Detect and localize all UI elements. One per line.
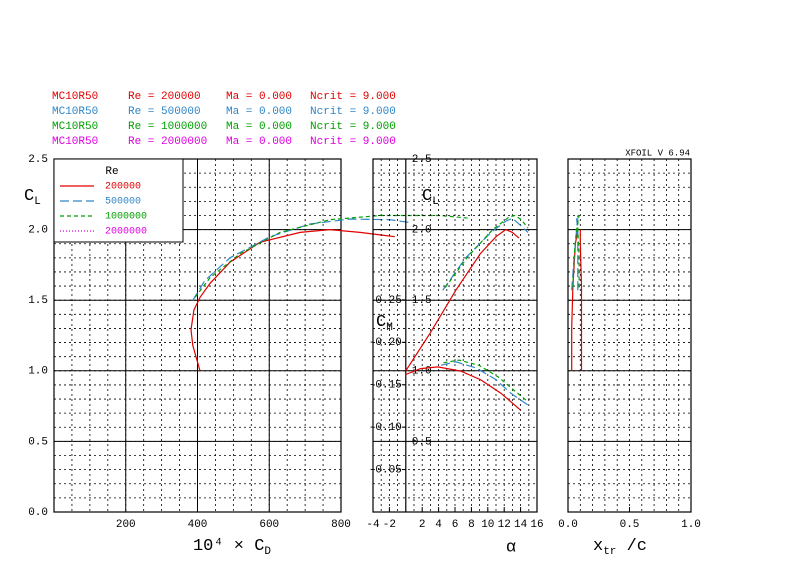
y-tick-label: 2.5 xyxy=(28,154,48,166)
header-re: Re = 1000000 xyxy=(128,121,207,133)
legend-label: 1000000 xyxy=(105,212,147,223)
header-airfoil: MC10R50 xyxy=(52,106,98,118)
grid xyxy=(567,159,692,512)
header-airfoil: MC10R50 xyxy=(52,121,98,133)
y2-tick-label: -0.20 xyxy=(369,337,402,349)
header-ma: Ma = 0.000 xyxy=(226,91,292,103)
plot-frame xyxy=(372,158,538,513)
y-tick-label: 1.0 xyxy=(412,366,432,378)
y-tick-label: 1.0 xyxy=(28,366,48,378)
y-tick-label: 0.5 xyxy=(28,436,48,448)
x-axis-label: xtr /c xyxy=(593,537,647,557)
x-tick-label: 2 xyxy=(419,519,426,531)
polar-line xyxy=(405,366,521,411)
y-tick-label: 0.0 xyxy=(28,507,48,519)
x-axis-label-main: x xyxy=(593,537,603,556)
polar-line xyxy=(442,217,529,291)
x-axis-label-rest: /c xyxy=(616,537,647,556)
grid xyxy=(372,158,538,512)
y2-tick-label: -0.05 xyxy=(369,464,402,476)
x-tick-label: 12 xyxy=(498,519,511,531)
x-tick-label: 6 xyxy=(452,519,459,531)
polar-line xyxy=(577,215,580,288)
x-tick-label: 200 xyxy=(116,519,136,531)
version: XFOIL V 6.94 xyxy=(625,148,690,158)
polar-line xyxy=(190,228,395,371)
polar-line xyxy=(443,359,529,403)
x-tick-label: 1.0 xyxy=(681,519,701,531)
x-tick-label: 4 xyxy=(435,519,442,531)
y-tick-label: 2.0 xyxy=(28,225,48,237)
y2-axis-label: CM xyxy=(376,313,393,333)
y2-tick-label: -0.10 xyxy=(369,422,402,434)
y-tick-label: 1.5 xyxy=(412,295,432,307)
plot-frame xyxy=(53,158,342,513)
x-tick-label: 0.0 xyxy=(558,519,578,531)
y-axis-label-main: C xyxy=(422,187,432,206)
x-axis-label: α xyxy=(506,538,516,557)
y-tick-label: 2.5 xyxy=(412,154,432,166)
y2-axis-label-main: C xyxy=(376,313,386,332)
y-axis-label: CL xyxy=(422,187,439,207)
legend-title: Re xyxy=(105,166,118,178)
header-ncrit: Ncrit = 9.000 xyxy=(310,106,396,118)
x-tick-label: 400 xyxy=(188,519,208,531)
y-axis-label-sub: L xyxy=(34,196,41,208)
header-ncrit: Ncrit = 9.000 xyxy=(310,136,396,148)
x-tick-label: 14 xyxy=(514,519,528,531)
y2-tick-label: -0.15 xyxy=(369,380,402,392)
y2-tick-label: 0.25 xyxy=(375,295,401,307)
header-ma: Ma = 0.000 xyxy=(226,106,292,118)
y-tick-label: 1.5 xyxy=(28,295,48,307)
x-tick-label: 800 xyxy=(331,519,351,531)
polar-line xyxy=(405,228,520,372)
x-tick-label: 600 xyxy=(259,519,279,531)
y-axis-label-sub: L xyxy=(432,196,439,208)
header-re: Re = 2000000 xyxy=(128,136,207,148)
header-ncrit: Ncrit = 9.000 xyxy=(310,91,396,103)
x-tick-label: 8 xyxy=(468,519,475,531)
polar-line xyxy=(579,229,583,371)
y2-axis-label-sub: M xyxy=(386,322,393,334)
legend-label: 2000000 xyxy=(105,227,147,238)
y-tick-label: 2.0 xyxy=(412,225,432,237)
x-tick-label: -4 xyxy=(366,519,380,531)
header-ncrit: Ncrit = 9.000 xyxy=(310,121,396,133)
x-tick-label: -2 xyxy=(383,519,396,531)
plot-frame xyxy=(567,158,692,513)
x-tick-label: 10 xyxy=(481,519,494,531)
y-axis-label: CL xyxy=(24,187,41,207)
header-ma: Ma = 0.000 xyxy=(226,121,292,133)
x-tick-label: 16 xyxy=(530,519,543,531)
polar-line xyxy=(440,361,529,406)
x-axis-label-sub: D xyxy=(264,546,271,558)
x-tick-label: 0.5 xyxy=(620,519,640,531)
header-re: Re = 200000 xyxy=(128,91,201,103)
x-axis-label: 10⁴ × CD xyxy=(193,537,271,557)
header-airfoil: MC10R50 xyxy=(52,136,98,148)
header-airfoil: MC10R50 xyxy=(52,91,98,103)
header-re: Re = 500000 xyxy=(128,106,201,118)
legend: Re 200000 500000 1000000 2000000 xyxy=(53,158,184,243)
legend-label: 500000 xyxy=(105,197,141,208)
y-tick-label: 0.5 xyxy=(412,436,432,448)
x-axis-label-sub: tr xyxy=(603,546,616,558)
x-axis-label-main: 10⁴ × C xyxy=(193,537,264,556)
legend-label: 200000 xyxy=(105,182,141,193)
polar-line xyxy=(192,218,410,301)
header-ma: Ma = 0.000 xyxy=(226,136,292,148)
polar-line xyxy=(444,214,529,288)
y-axis-label-main: C xyxy=(24,187,34,206)
